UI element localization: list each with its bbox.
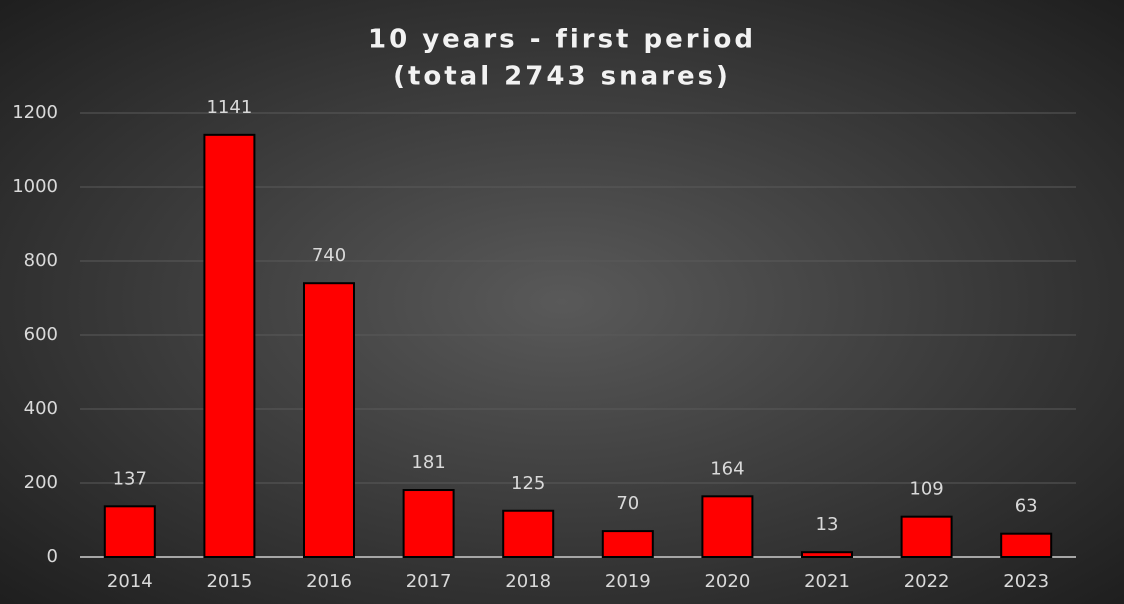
data-label: 164: [710, 458, 744, 479]
bar: [103, 505, 156, 558]
y-tick-label: 400: [24, 398, 58, 419]
bar: [502, 509, 555, 558]
x-tick-label: 2023: [1003, 571, 1049, 592]
chart-title: 10 years - first period: [368, 25, 756, 55]
data-label: 70: [616, 493, 639, 514]
bar: [900, 515, 953, 558]
data-label: 63: [1015, 496, 1038, 517]
y-tick-label: 200: [24, 472, 58, 493]
data-label: 740: [312, 245, 346, 266]
bar: [701, 495, 754, 559]
x-tick-label: 2014: [107, 571, 153, 592]
y-tick-label: 800: [24, 250, 58, 271]
x-tick-label: 2017: [406, 571, 452, 592]
y-tick-label: 600: [24, 324, 58, 345]
x-tick-label: 2015: [206, 571, 252, 592]
bar: [402, 489, 455, 558]
data-label: 125: [511, 473, 545, 494]
y-tick-label: 1200: [12, 102, 58, 123]
data-label: 137: [113, 468, 147, 489]
bar: [801, 551, 853, 559]
data-label: 181: [411, 452, 445, 473]
x-tick-label: 2016: [306, 571, 352, 592]
bar: [203, 133, 256, 559]
x-tick-label: 2020: [704, 571, 750, 592]
x-tick-label: 2021: [804, 571, 850, 592]
chart-subtitle: (total 2743 snares): [393, 62, 731, 92]
data-label: 13: [816, 514, 839, 535]
bar: [1000, 532, 1053, 559]
y-tick-label: 0: [47, 546, 58, 567]
x-tick-label: 2019: [605, 571, 651, 592]
y-tick-label: 1000: [12, 176, 58, 197]
bar: [303, 282, 355, 558]
x-tick-label: 2022: [904, 571, 950, 592]
bar: [601, 530, 654, 558]
data-label: 1141: [206, 97, 252, 118]
x-tick-label: 2018: [505, 571, 551, 592]
data-label: 109: [909, 479, 943, 500]
